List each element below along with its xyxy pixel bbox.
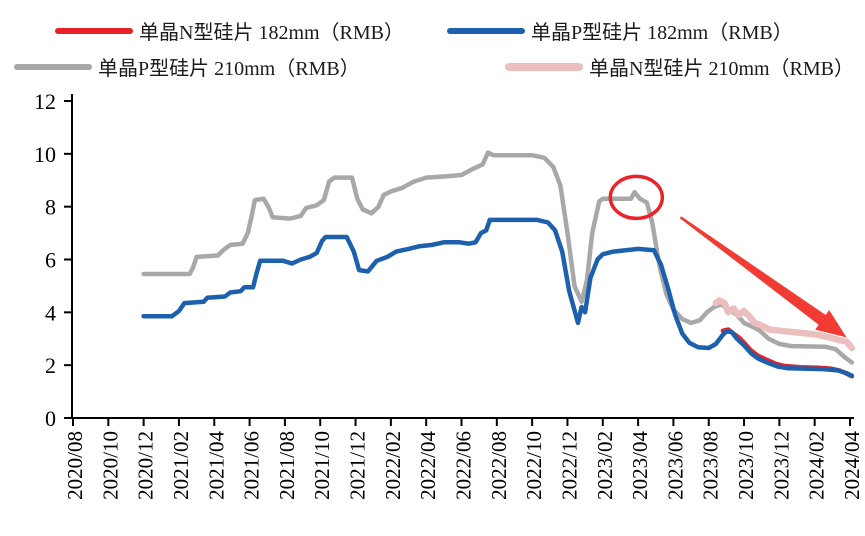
x-tick-label: 2023/12 bbox=[769, 431, 793, 500]
x-tick-label: 2021/08 bbox=[275, 431, 299, 500]
legend-label-mono-p-210: 单晶P型硅片 210mm（RMB） bbox=[98, 58, 360, 80]
y-tick-label: 0 bbox=[45, 406, 56, 431]
legend-swatch-red-line bbox=[55, 27, 133, 34]
series-line-单晶P型硅片 210mm（RMB） bbox=[141, 150, 855, 365]
x-tick-label: 2022/06 bbox=[452, 431, 476, 500]
legend-label-mono-n-210: 单晶N型硅片 210mm（RMB） bbox=[589, 58, 855, 80]
legend-item-mono-p-182: 单晶P型硅片 182mm（RMB） bbox=[447, 16, 793, 45]
legend-swatch-pink-line bbox=[505, 62, 583, 71]
x-tick-label: 2024/02 bbox=[805, 431, 829, 500]
x-tick-label: 2020/12 bbox=[134, 431, 158, 500]
y-tick-label: 12 bbox=[34, 89, 56, 114]
x-tick-label: 2020/10 bbox=[98, 431, 122, 500]
x-tick-label: 2022/10 bbox=[522, 431, 546, 500]
series-line-单晶N型硅片 210mm（RMB） bbox=[712, 297, 856, 352]
series-line-单晶P型硅片 182mm（RMB） bbox=[141, 217, 855, 378]
x-tick-label: 2021/04 bbox=[204, 431, 228, 500]
x-tick-label: 2022/02 bbox=[381, 431, 405, 500]
x-axis-ticks: 2020/08 2020/10 2020/12 2021/02 2021/04 2021/… bbox=[63, 418, 864, 500]
x-tick-label: 2022/08 bbox=[487, 431, 511, 500]
x-tick-label: 2023/04 bbox=[628, 431, 652, 500]
x-tick-label: 2023/06 bbox=[663, 431, 687, 500]
legend-swatch-blue-line bbox=[447, 27, 525, 34]
x-tick-label: 2020/08 bbox=[63, 431, 87, 500]
x-tick-label: 2022/12 bbox=[557, 431, 581, 500]
legend: 单晶N型硅片 182mm（RMB） 单晶P型硅片 182mm（RMB） 单晶P型… bbox=[0, 0, 865, 80]
x-tick-label: 2021/12 bbox=[346, 431, 370, 500]
y-tick-label: 6 bbox=[45, 248, 56, 273]
y-tick-label: 8 bbox=[45, 195, 56, 220]
y-tick-label: 4 bbox=[45, 300, 56, 325]
x-tick-label: 2021/10 bbox=[310, 431, 334, 500]
decline-arrow-annotation bbox=[679, 216, 847, 338]
y-tick-label: 10 bbox=[34, 142, 56, 167]
legend-swatch-gray-line bbox=[14, 63, 92, 70]
x-tick-label: 2023/08 bbox=[699, 431, 723, 500]
legend-item-mono-n-182: 单晶N型硅片 182mm（RMB） bbox=[55, 16, 404, 45]
legend-label-mono-n-182: 单晶N型硅片 182mm（RMB） bbox=[139, 22, 405, 44]
legend-item-mono-p-210: 单晶P型硅片 210mm（RMB） bbox=[14, 52, 360, 81]
highlight-ellipse-annotation bbox=[608, 174, 665, 221]
x-tick-label: 2023/10 bbox=[734, 431, 758, 500]
x-tick-label: 2023/02 bbox=[593, 431, 617, 500]
legend-label-mono-p-182: 单晶P型硅片 182mm（RMB） bbox=[531, 22, 793, 44]
x-tick-label: 2022/04 bbox=[416, 431, 440, 500]
x-tick-label: 2021/02 bbox=[169, 431, 193, 500]
y-tick-label: 2 bbox=[45, 353, 56, 378]
y-axis-ticks: 0 2 4 6 8 10 12 bbox=[34, 89, 72, 431]
x-tick-label: 2021/06 bbox=[240, 431, 264, 500]
legend-item-mono-n-210: 单晶N型硅片 210mm（RMB） bbox=[505, 52, 854, 81]
x-tick-label: 2024/04 bbox=[840, 431, 864, 500]
